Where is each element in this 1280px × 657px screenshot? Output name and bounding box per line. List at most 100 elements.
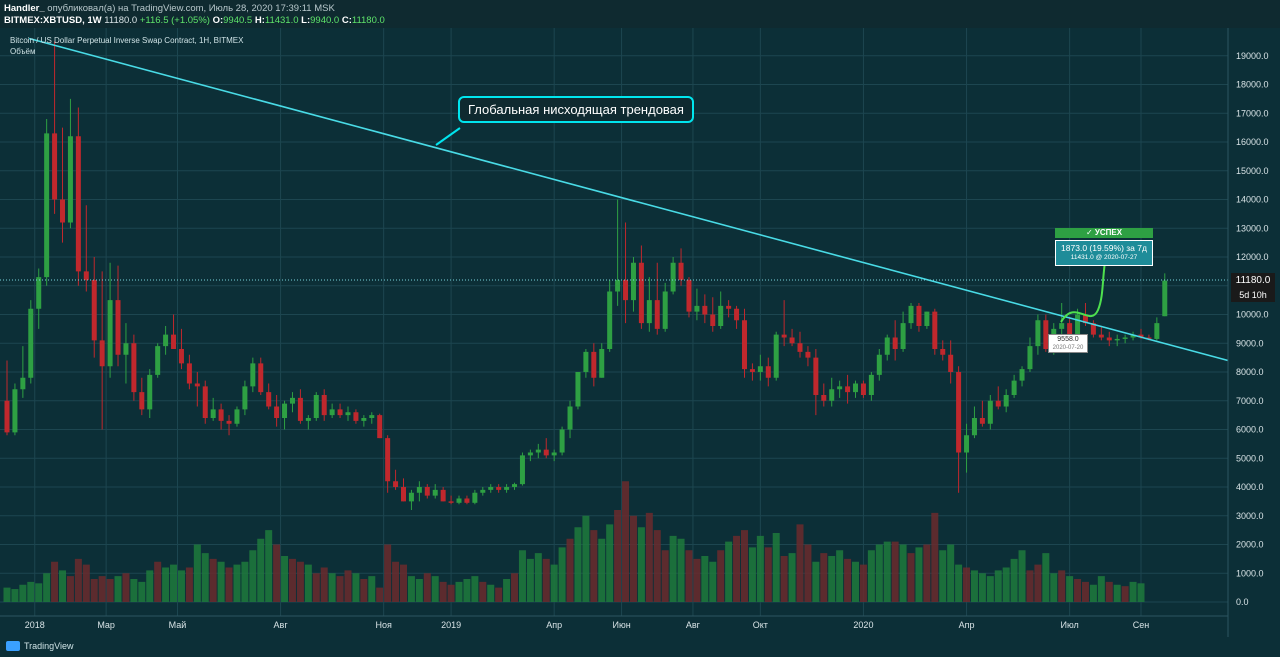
o-label: O: — [212, 15, 224, 26]
volume-bar — [1089, 584, 1097, 602]
volume-bar — [867, 550, 875, 602]
volume-bar — [66, 576, 74, 602]
volume-bar — [162, 567, 170, 602]
candle-body — [83, 271, 89, 280]
candle-body — [448, 501, 454, 503]
volume-bar — [98, 576, 106, 602]
volume-bar — [90, 579, 98, 602]
candle-body — [99, 340, 105, 367]
candle-body — [829, 389, 835, 401]
price-tick-label: 9000.0 — [1236, 338, 1264, 348]
volume-bar — [891, 541, 899, 602]
volume-bar — [978, 573, 986, 602]
candle-body — [1043, 320, 1049, 349]
candle-body — [876, 354, 882, 375]
candle-body — [496, 487, 502, 490]
volume-bar — [336, 576, 344, 602]
volume-bar — [1121, 586, 1129, 602]
candle-body — [765, 366, 771, 378]
candle-body — [12, 389, 18, 433]
projection-path[interactable] — [1060, 255, 1107, 323]
volume-bar — [875, 544, 883, 602]
price-tick-label: 16000.0 — [1236, 137, 1269, 147]
volume-bar — [844, 558, 852, 602]
bar-countdown-tag: 5d 10h — [1231, 288, 1275, 302]
candle-body — [171, 334, 177, 349]
volume-bar — [820, 553, 828, 602]
time-tick-label: Апр — [546, 620, 562, 630]
volume-bar — [471, 576, 479, 602]
time-tick-label: 2018 — [25, 620, 45, 630]
candle-body — [1035, 320, 1041, 347]
time-tick-label: Май — [169, 620, 187, 630]
price-tick-label: 17000.0 — [1236, 108, 1269, 118]
trendline-annotation[interactable]: Глобальная нисходящая трендовая — [458, 96, 694, 123]
price-tick-label: 12000.0 — [1236, 252, 1269, 262]
low-date: 2020-07-20 — [1052, 345, 1084, 351]
symbol-label[interactable]: BITMEX:XBTUSD, 1W — [4, 15, 102, 26]
candle-body — [702, 305, 708, 315]
candle-body — [44, 133, 50, 278]
candle-body — [424, 487, 430, 496]
candle-body — [512, 484, 518, 487]
candle-body — [868, 374, 874, 395]
price-axis[interactable]: 0.0 1000.0 2000.0 3000.0 4000.0 5000.0 6000.0 7… — [1236, 51, 1269, 607]
volume-bar — [518, 550, 526, 602]
candle-body — [591, 351, 597, 378]
l-value: 9940.0 — [310, 15, 340, 26]
candle-body — [147, 374, 153, 410]
candlestick-chart[interactable]: 0.0 1000.0 2000.0 3000.0 4000.0 5000.0 6000.0 7… — [0, 28, 1280, 637]
volume-bar — [154, 561, 162, 602]
candle-body — [480, 489, 486, 493]
tradingview-logo[interactable]: TradingView — [6, 641, 74, 651]
candle-body — [250, 363, 256, 387]
volume-bar — [923, 544, 931, 602]
volume-bar — [479, 581, 487, 602]
volume-bar — [534, 553, 542, 602]
volume-bar — [725, 541, 733, 602]
candle-body — [860, 383, 866, 395]
candle-body — [1146, 337, 1152, 339]
volume-bar — [177, 570, 185, 602]
volume-bar — [209, 558, 217, 602]
volume-bar — [146, 570, 154, 602]
volume-bar — [701, 556, 709, 602]
volume-bar — [376, 587, 384, 602]
volume-bar — [939, 550, 947, 602]
volume-bar — [352, 573, 360, 602]
low-marker[interactable]: 9558.0 2020-07-20 — [1048, 334, 1088, 353]
candle-body — [210, 409, 216, 418]
volume-bar — [598, 538, 606, 602]
trend-line[interactable] — [28, 37, 1229, 362]
volume-bar — [1081, 581, 1089, 602]
time-tick-label: Окт — [753, 620, 768, 630]
candle-body — [757, 366, 763, 372]
author-name[interactable]: Handler_ — [4, 3, 45, 14]
h-value: 11431.0 — [264, 15, 299, 26]
close-value: 11180.0 — [104, 15, 138, 26]
candle-body — [123, 343, 129, 355]
volume-bar — [233, 564, 241, 602]
volume-bar — [19, 584, 27, 602]
measure-box[interactable]: 1873.0 (19.59%) за 7д 11431.0 @ 2020-07-… — [1055, 240, 1153, 266]
volume-bar — [836, 550, 844, 602]
volume-bar — [1034, 564, 1042, 602]
time-tick-label: Авг — [274, 620, 289, 630]
candle-body — [266, 392, 272, 407]
current-price-tag: 11180.0 — [1231, 273, 1275, 288]
candle-body — [734, 308, 740, 321]
volume-bar — [899, 544, 907, 602]
candle-body — [155, 346, 161, 375]
candle-body — [258, 363, 264, 393]
volume-bar — [1105, 581, 1113, 602]
candle-body — [630, 262, 636, 301]
candle-body — [1098, 334, 1104, 338]
volume-bar — [780, 556, 788, 602]
candle-body — [178, 349, 184, 364]
volume-bar — [883, 541, 891, 602]
time-axis[interactable]: 2018 Мар Май Авг Ноя 2019 Апр Июн Авг Окт 2020 Апр И… — [25, 620, 1150, 630]
volume-bar — [296, 561, 304, 602]
candle-body — [813, 357, 819, 395]
volume-bar — [368, 576, 376, 602]
candle-body — [242, 386, 248, 410]
